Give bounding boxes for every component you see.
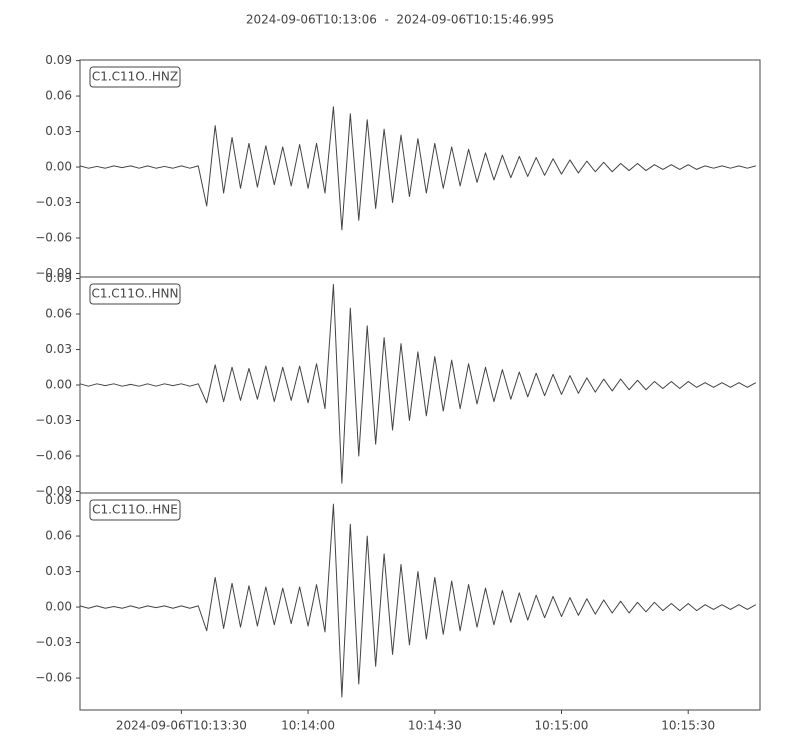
legend-label: C1.C11O..HNE	[92, 503, 178, 517]
y-tick-label: 0.09	[45, 53, 72, 67]
y-tick-label: 0.00	[45, 600, 72, 614]
plot-frame	[79, 59, 761, 278]
chart-title: 2024-09-06T10:13:06 - 2024-09-06T10:15:4…	[246, 13, 554, 27]
y-tick-label: −0.03	[35, 413, 72, 427]
y-tick-label: 0.03	[45, 342, 72, 356]
waveform	[79, 283, 757, 484]
legend-label: C1.C11O..HNN	[91, 287, 178, 301]
y-tick-label: 0.06	[45, 307, 72, 321]
plot-frame	[79, 492, 761, 711]
y-tick-label: 0.06	[45, 89, 72, 103]
x-tick-label: 10:14:30	[408, 719, 462, 733]
y-tick-label: −0.09	[35, 266, 72, 280]
x-tick-label: 10:15:00	[535, 719, 589, 733]
y-tick-label: −0.06	[35, 671, 72, 685]
legend-label: C1.C11O..HNZ	[92, 70, 178, 84]
waveform	[79, 106, 756, 231]
x-tick-label: 2024-09-06T10:13:30	[116, 719, 247, 733]
y-tick-label: 0.09	[45, 493, 72, 507]
legend-box	[89, 283, 181, 305]
y-tick-label: 0.03	[45, 124, 72, 138]
y-tick-label: −0.03	[35, 635, 72, 649]
y-tick-label: 0.09	[45, 271, 72, 285]
legend-box	[89, 499, 181, 521]
y-tick-label: 0.00	[45, 160, 72, 174]
y-tick-label: 0.06	[45, 529, 72, 543]
legend-box	[89, 66, 181, 88]
y-tick-label: −0.03	[35, 195, 72, 209]
y-tick-label: −0.06	[35, 448, 72, 462]
y-tick-label: 0.00	[45, 378, 72, 392]
y-tick-label: −0.09	[35, 484, 72, 498]
waveform	[79, 503, 757, 698]
y-tick-label: −0.06	[35, 230, 72, 244]
x-tick-label: 10:15:30	[661, 719, 715, 733]
x-tick-label: 10:14:00	[281, 719, 335, 733]
y-tick-label: 0.03	[45, 564, 72, 578]
